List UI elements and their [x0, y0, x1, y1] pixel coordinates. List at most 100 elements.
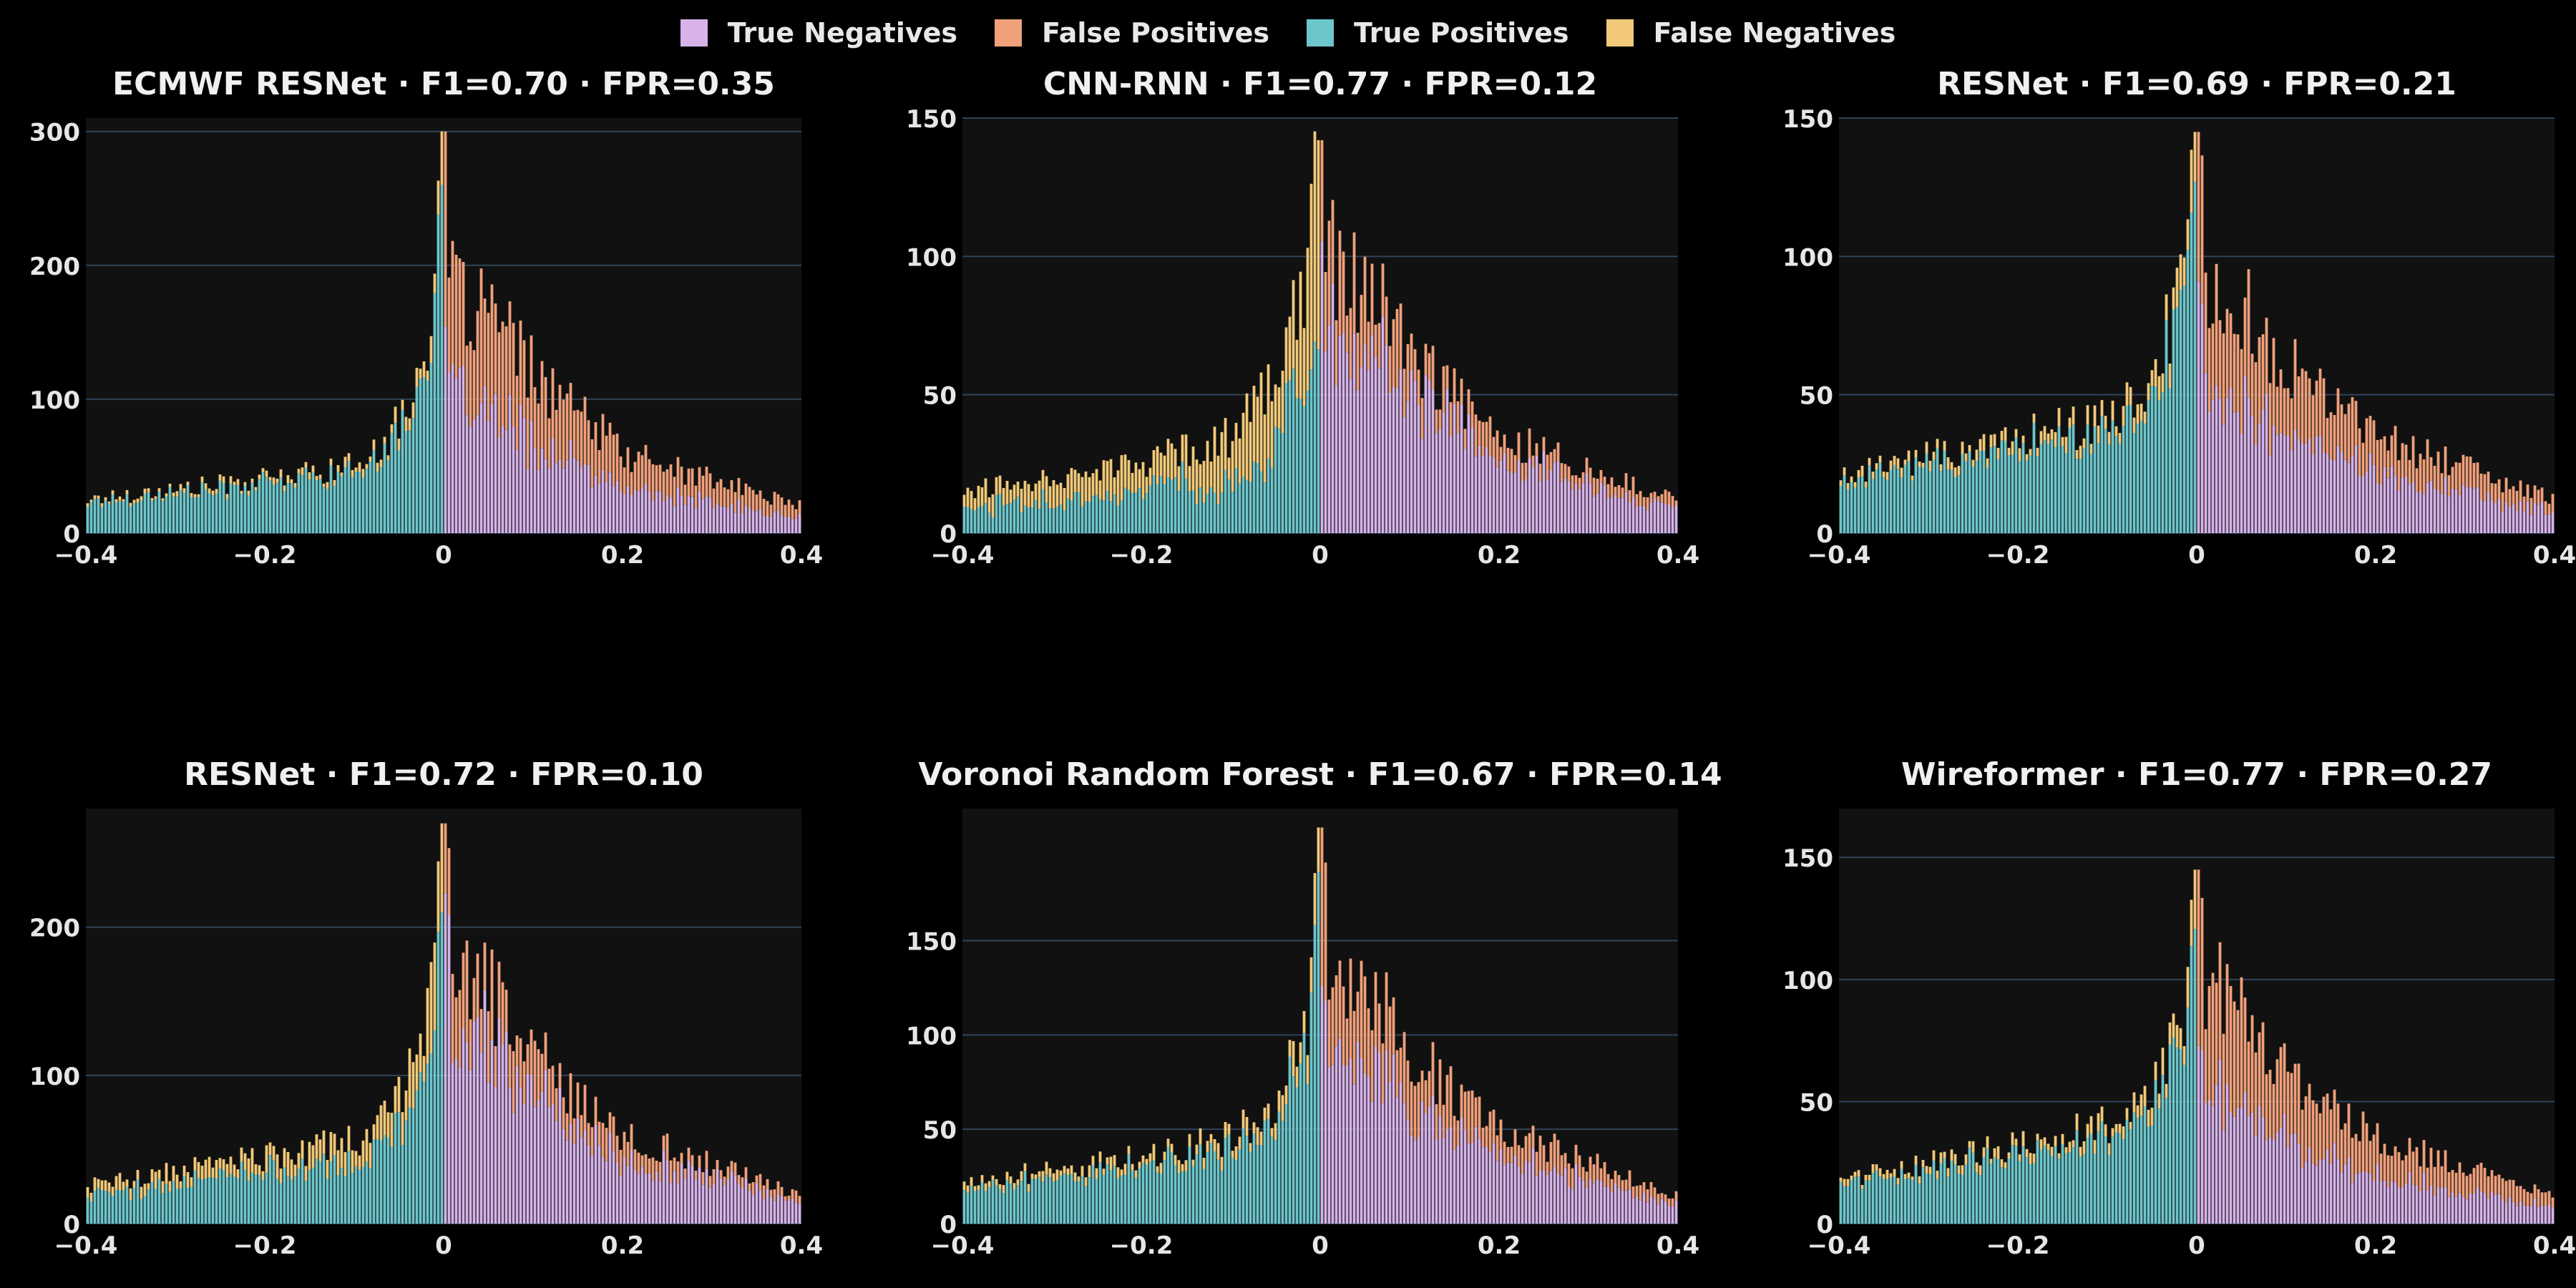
bar-false-negatives	[1073, 469, 1077, 493]
bar-true-negatives	[691, 1166, 694, 1224]
bar-false-positives	[1496, 1135, 1499, 1161]
bar-true-positives	[2097, 1131, 2100, 1224]
bar-false-positives	[526, 397, 530, 470]
bar-false-positives	[2537, 1189, 2540, 1207]
x-tick-label: 0	[1312, 1231, 1329, 1260]
bar-false-positives	[1606, 484, 1610, 498]
bar-true-positives	[318, 479, 322, 533]
bar-false-negatives	[1907, 1172, 1911, 1179]
bar-false-positives	[1488, 416, 1492, 457]
bar-false-positives	[537, 1049, 540, 1101]
bar-false-negatives	[2093, 1140, 2097, 1154]
x-tick-label: −0.2	[1110, 541, 1174, 570]
bar-true-positives	[1077, 492, 1080, 533]
bar-true-positives	[179, 1188, 182, 1224]
bar-true-negatives	[2540, 502, 2544, 533]
bar-true-negatives	[2218, 399, 2222, 533]
bar-false-negatives	[1209, 1133, 1213, 1143]
bar-true-positives	[1038, 509, 1041, 533]
y-tick-label: 200	[29, 253, 80, 281]
bar-false-positives	[708, 1176, 712, 1188]
legend-item-true-positives[interactable]: True Positives	[1307, 17, 1569, 49]
bar-true-negatives	[1585, 473, 1589, 533]
bar-false-positives	[537, 403, 540, 470]
bar-false-positives	[787, 499, 791, 517]
bar-false-positives	[487, 313, 490, 421]
bar-false-negatives	[2029, 1153, 2032, 1164]
bar-true-negatives	[708, 497, 712, 533]
bar-false-negatives	[2114, 426, 2118, 436]
bar-true-positives	[1299, 1063, 1302, 1224]
bar-false-positives	[798, 500, 801, 514]
bar-true-positives	[440, 912, 444, 1224]
bar-true-positives	[1971, 467, 1975, 533]
bar-true-negatives	[655, 490, 658, 533]
bar-true-positives	[104, 1191, 107, 1224]
bar-true-positives	[401, 409, 404, 533]
bar-true-negatives	[2451, 489, 2454, 533]
bar-false-positives	[597, 450, 601, 484]
legend-item-false-positives[interactable]: False Positives	[995, 17, 1269, 49]
bar-false-negatives	[89, 499, 93, 503]
bar-true-negatives	[673, 1171, 676, 1224]
bar-true-negatives	[2408, 1172, 2411, 1224]
legend-item-false-negatives[interactable]: False Negatives	[1606, 17, 1896, 49]
bar-false-negatives	[1267, 364, 1270, 459]
bar-true-negatives	[2476, 1187, 2479, 1224]
bar-true-positives	[1141, 1162, 1145, 1224]
bar-true-positives	[1975, 1172, 1979, 1224]
bar-true-positives	[1181, 462, 1184, 533]
bar-false-positives	[2465, 456, 2469, 488]
bar-true-positives	[329, 1161, 333, 1224]
bar-true-negatives	[469, 1070, 472, 1224]
bar-true-negatives	[1338, 1038, 1342, 1224]
bar-false-positives	[1603, 1162, 1606, 1187]
bar-true-negatives	[2301, 1167, 2304, 1224]
bar-true-negatives	[2479, 1191, 2483, 1224]
bar-false-positives	[766, 1179, 769, 1189]
bar-true-negatives	[655, 1171, 658, 1224]
bar-true-positives	[347, 1151, 351, 1224]
bar-true-positives	[1073, 492, 1077, 533]
bar-false-positives	[1395, 1050, 1399, 1098]
bar-false-positives	[1320, 827, 1324, 987]
bar-false-positives	[2419, 454, 2422, 492]
bar-true-negatives	[2365, 1172, 2368, 1224]
bar-true-negatives	[2386, 1186, 2390, 1224]
bar-true-positives	[365, 469, 369, 533]
bar-false-positives	[1574, 1144, 1578, 1164]
bar-true-positives	[1195, 1154, 1199, 1224]
bar-false-negatives	[1216, 1143, 1220, 1160]
bar-false-negatives	[1098, 480, 1102, 499]
bar-true-negatives	[640, 489, 644, 533]
legend-item-true-negatives[interactable]: True Negatives	[680, 17, 957, 49]
bar-false-positives	[1431, 1042, 1435, 1096]
bar-false-negatives	[422, 361, 426, 377]
bar-true-positives	[172, 497, 175, 533]
bar-false-negatives	[1270, 401, 1274, 468]
bar-true-positives	[218, 480, 222, 533]
bar-false-positives	[1585, 457, 1589, 474]
bar-false-negatives	[1850, 1175, 1853, 1181]
bar-false-negatives	[1184, 1160, 1188, 1171]
bar-true-negatives	[2394, 476, 2397, 533]
bar-true-positives	[1857, 1176, 1860, 1224]
bar-true-positives	[193, 497, 197, 533]
bar-false-negatives	[161, 1181, 165, 1194]
bar-false-positives	[2433, 465, 2436, 489]
bar-false-positives	[769, 1189, 773, 1197]
bar-true-positives	[1270, 467, 1274, 533]
bar-false-negatives	[1256, 396, 1259, 464]
bar-true-positives	[1052, 1181, 1055, 1224]
bar-true-positives	[1853, 1176, 1857, 1224]
bar-false-negatives	[394, 1085, 397, 1113]
bar-false-negatives	[1159, 452, 1163, 477]
bar-true-negatives	[1460, 1118, 1463, 1224]
bar-true-negatives	[1510, 473, 1513, 533]
bar-false-positives	[1614, 487, 1617, 495]
bar-false-negatives	[1059, 1170, 1063, 1176]
bar-false-negatives	[1868, 1174, 1871, 1181]
bar-false-positives	[2283, 388, 2286, 436]
bar-false-positives	[2422, 1140, 2426, 1173]
